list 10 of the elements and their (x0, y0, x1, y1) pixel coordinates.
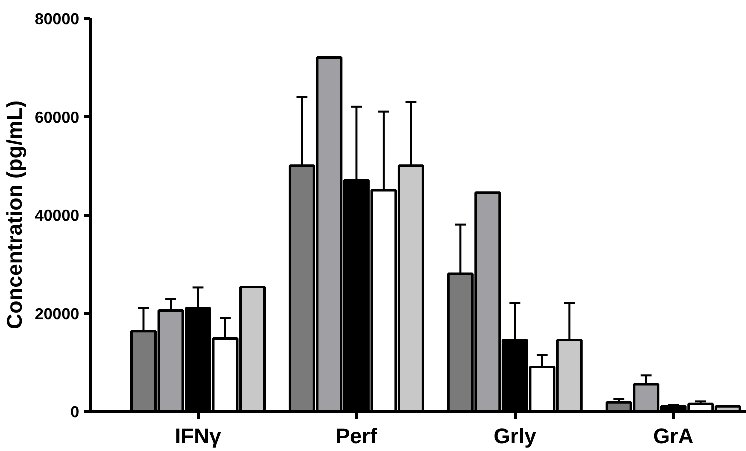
x-tick-label: Grly (494, 424, 537, 448)
y-tick-label: 80000 (35, 12, 80, 28)
x-tick-label: IFNγ (175, 424, 222, 448)
x-tick-label: Perf (336, 424, 378, 448)
y-tick-label: 40000 (35, 208, 80, 225)
y-tick-label: 0 (70, 404, 80, 422)
y-axis-title: Concentration (pg/mL) (3, 100, 28, 330)
x-tick-label: GrA (653, 424, 694, 448)
y-tick-label: 20000 (35, 306, 80, 324)
y-tick-label: 60000 (35, 110, 80, 127)
